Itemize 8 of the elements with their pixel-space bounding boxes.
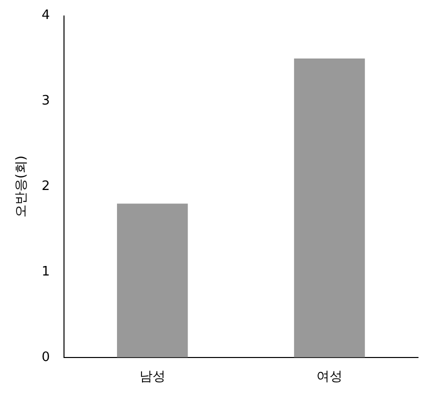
y-axis-title: 오반응(회) — [14, 156, 30, 218]
y-tick-label: 1 — [42, 264, 50, 280]
y-tick-label: 2 — [42, 178, 50, 194]
x-tick-label: 여성 — [316, 370, 342, 385]
y-tick-label: 4 — [42, 8, 50, 24]
x-tick-label: 남성 — [139, 370, 166, 385]
y-tick-label: 0 — [42, 350, 50, 365]
y-tick-label: 3 — [42, 94, 50, 109]
